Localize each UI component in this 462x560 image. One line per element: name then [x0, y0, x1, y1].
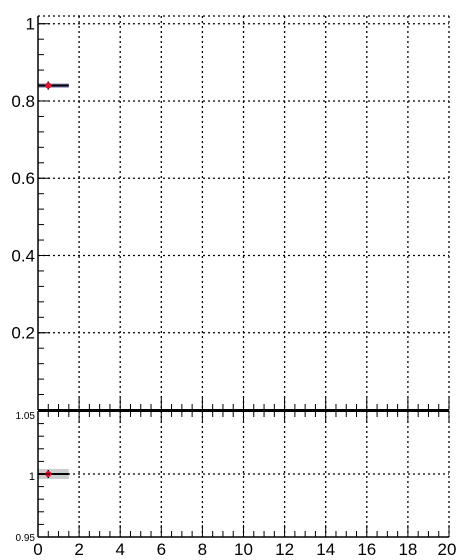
- x-tick-label: 12: [275, 540, 294, 559]
- x-tick-label: 0: [33, 540, 42, 559]
- data-point: [45, 82, 52, 89]
- y-tick-label: 1.05: [16, 411, 36, 422]
- ratio-panel: 0.95 1 1.05 0 2 4 6 8 10 12 14 16 18 20: [16, 410, 457, 559]
- y-tick-label: 0.95: [16, 533, 36, 544]
- y-tick-label: 1: [29, 471, 35, 483]
- x-tick-label: 10: [234, 540, 253, 559]
- x-tick-label: 2: [74, 540, 83, 559]
- y-tick-label: 0.2: [11, 324, 35, 343]
- x-tick-label: 14: [316, 540, 335, 559]
- x-tick-label: 6: [157, 540, 166, 559]
- x-tick-label: 18: [398, 540, 417, 559]
- y-tick-label: 1: [26, 15, 35, 34]
- y-tick-label: 0.4: [11, 246, 35, 265]
- x-tick-label: 16: [357, 540, 376, 559]
- main-panel: 0.2 0.4 0.6 0.8 1: [11, 15, 450, 411]
- y-tick-label: 0.6: [11, 169, 35, 188]
- x-tick-label: 20: [438, 540, 457, 559]
- y-tick-label: 0.8: [11, 92, 35, 111]
- x-tick-label: 4: [115, 540, 124, 559]
- x-tick-label: 8: [198, 540, 207, 559]
